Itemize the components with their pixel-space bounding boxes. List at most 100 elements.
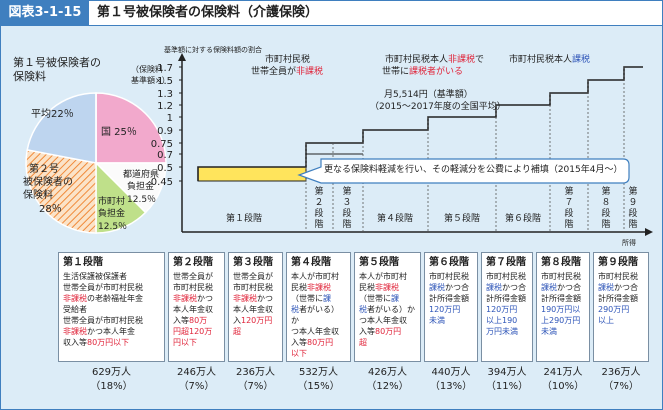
description-text: 非課税 — [375, 283, 399, 292]
y-tick-label-6: 0.75 — [151, 139, 173, 150]
description-text: 収入等 — [63, 338, 87, 347]
description-text: 本人が市町村 — [359, 272, 407, 281]
stage-box-title: 第９段階 — [598, 257, 638, 268]
description-text: 民税 — [291, 283, 307, 292]
pie-title-line1: 第１号被保険者の — [13, 56, 101, 69]
description-line: （世帯に課 — [291, 293, 346, 304]
population-share: （15%） — [297, 381, 340, 392]
description-line: 計所得金額 — [598, 293, 644, 304]
reduction-callout — [297, 158, 630, 184]
reduction-band-stage1 — [197, 166, 307, 182]
pie-label-municipal-1: 市町村 — [98, 197, 126, 207]
description-line: 世帯全員が — [233, 271, 278, 282]
y-tick-label-5: 0.9 — [157, 126, 173, 137]
pie-label-second-4: 28％ — [39, 204, 62, 215]
pie-label-national: 国 25％ — [101, 127, 137, 138]
stage-label-9-char-1: ９ — [628, 198, 637, 208]
stage-label-9-char-3: 階 — [628, 219, 637, 230]
description-line: 市町村民税 — [429, 271, 473, 282]
population-count: 629万人 — [91, 367, 132, 378]
stage-label-8-char-2: 段 — [601, 207, 610, 219]
stage-label-3-char-3: 階 — [342, 219, 351, 230]
population-count: 236万人 — [601, 367, 641, 378]
stage-population-4: 532万人 （15%） — [286, 366, 351, 394]
description-text: 非課税 — [307, 283, 331, 292]
description-text: 入等 — [291, 338, 307, 347]
description-line: 市町村民税 — [233, 282, 278, 293]
stage-label-7-char-0: 第 — [564, 185, 573, 197]
population-share: （10%） — [541, 381, 585, 392]
y-axis-label-2: 基準額×） — [131, 76, 170, 85]
description-text: 世帯全員が市町村民税 — [63, 316, 143, 325]
description-text: 非課税 — [63, 327, 87, 336]
description-text: かつ合 — [445, 283, 469, 292]
description-line: 世帯全員が市町村民税 — [63, 282, 160, 293]
description-line: 世帯全員が — [173, 271, 220, 282]
description-text: 290万円 — [598, 305, 630, 314]
x-axis-label: 所得 — [622, 239, 636, 247]
stage-label-5: 第５段階 — [444, 212, 480, 224]
stage-label-9: 第９段階 — [628, 185, 637, 230]
pie-slice-4 — [25, 149, 97, 234]
stage-box-title: 第２段階 — [173, 257, 213, 268]
pie-label-prefecture-2: 負担金 — [127, 182, 155, 192]
description-line: 市町村民税 — [598, 271, 644, 282]
description-line: 入120万円 — [233, 315, 278, 326]
population-count: 440万人 — [431, 367, 471, 378]
description-line: 民税非課税 — [291, 282, 346, 293]
description-text: つ本人年金収 — [359, 316, 407, 325]
description-text: 80万円 — [375, 327, 402, 336]
y-axis-label-1: （保険料 — [131, 65, 163, 74]
figure-number-badge: 図表3-1-15 — [1, 1, 89, 25]
description-line: 非課税かつ — [173, 293, 220, 304]
pie-label-prefecture-3: 12.5％ — [127, 195, 157, 205]
description-text: 市町村民税 — [173, 283, 213, 292]
description-text: 課 — [391, 294, 399, 303]
description-text: かつ合 — [614, 283, 638, 292]
description-text: 課税 — [541, 283, 557, 292]
stage-box-7: 第７段階市町村民税 課税かつ合 計所得金額 120万円 以上190 万円未満 — [481, 252, 533, 362]
description-text: 非課税 — [173, 294, 197, 303]
pie-title-line2: 保険料 — [13, 70, 46, 83]
description-text: 税 — [291, 305, 299, 314]
stage-label-8-char-3: 階 — [601, 219, 610, 230]
stage-box-description: 市町村民税 課税かつ合 計所得金額 120万円 未満 — [429, 271, 473, 326]
description-text: 計所得金額 — [429, 294, 469, 303]
description-text: 80万 — [189, 316, 208, 325]
stage-label-3-char-2: 段 — [342, 207, 351, 219]
description-line: 以上190 — [486, 315, 528, 326]
figure-header: 図表3-1-15 第１号被保険者の保険料（介護保険） — [1, 1, 662, 26]
description-line: 市町村民税 — [486, 271, 528, 282]
description-text: 万円未満 — [486, 327, 518, 336]
stage-box-6: 第６段階 市町村民税 課税かつ合 計所得金額 120万円 未満 — [424, 252, 478, 362]
description-text: 本人年金収 — [173, 305, 213, 314]
stage-box-title: 第１段階 — [63, 257, 103, 268]
stage-box-title: 第３段階 — [233, 257, 273, 268]
stage-label-2: 第２段階 — [314, 185, 323, 230]
description-line: 超 — [359, 337, 416, 348]
population-share: （13%） — [429, 381, 473, 392]
population-count: 241万人 — [543, 367, 583, 378]
stage-box-title: 第７段階 — [486, 257, 526, 268]
description-text: 入等 — [173, 316, 189, 325]
description-line: 民税非課税 — [359, 282, 416, 293]
description-line: つ本人年金収 — [359, 315, 416, 326]
stage-population-6: 440万人 （13%） — [424, 366, 478, 394]
description-line: 円超120万 — [173, 326, 220, 337]
description-line: 非課税かつ — [233, 293, 278, 304]
description-line: 本人が市町村 — [291, 271, 346, 282]
description-text: 120万円 — [241, 316, 273, 325]
description-text: 120万円 — [429, 305, 461, 314]
description-text: 者がいる）か — [367, 305, 415, 314]
pie-label-second-1: 第２号 — [29, 164, 59, 175]
stage-box-1: 第１段階 生活保護被保護者 世帯全員が市町村民税 非課税の老齢福祉年金 受給者 世帯全員が… — [58, 252, 165, 362]
population-share: （18%） — [90, 381, 133, 392]
description-text: 市町村民税 — [429, 272, 469, 281]
stage-label-3-char-1: ３ — [342, 198, 351, 208]
population-share: （7%） — [237, 381, 274, 392]
stage-label-1: 第１段階 — [226, 212, 262, 224]
description-text: 生活保護被保護者 — [63, 272, 127, 281]
base-amount-label-2: （2015～2017年度の全国平均） — [370, 102, 506, 112]
stage-box-description: 市町村民税 課税かつ合 計所得金額 120万円 以上190 万円未満 — [486, 271, 528, 337]
